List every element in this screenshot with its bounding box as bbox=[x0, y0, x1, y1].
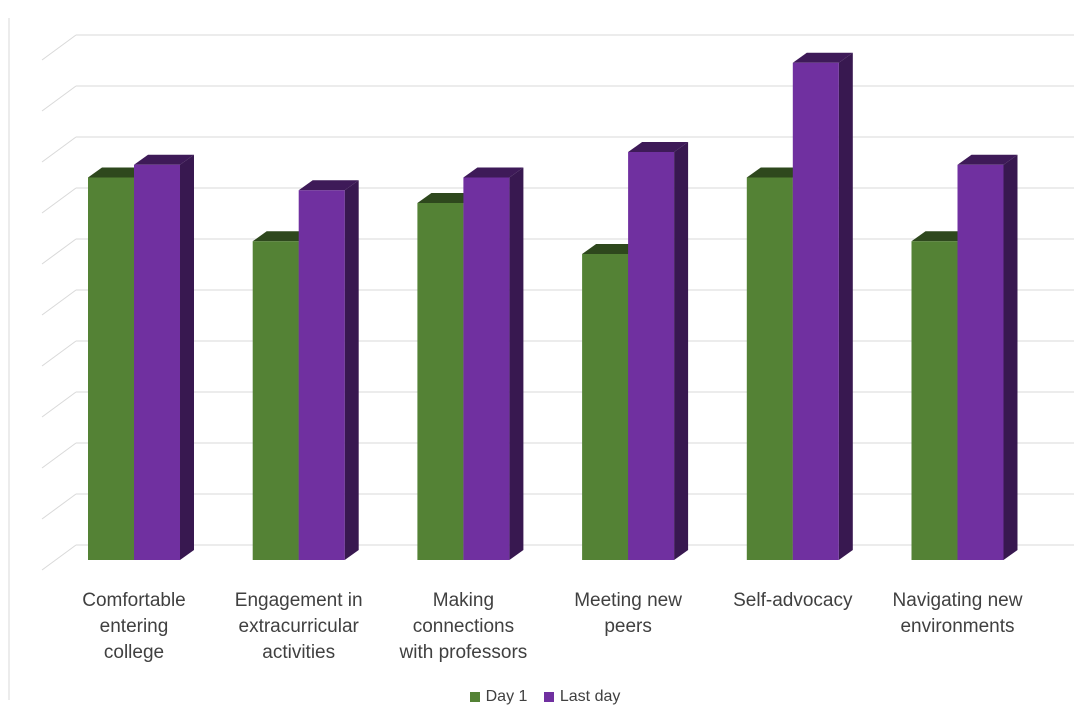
bar-side bbox=[180, 154, 194, 560]
bar bbox=[911, 241, 958, 560]
bar bbox=[957, 164, 1004, 560]
bar-side bbox=[838, 52, 853, 560]
gridline-slant bbox=[41, 442, 77, 469]
bar bbox=[746, 177, 793, 560]
category-label: Making connections with professors bbox=[399, 590, 528, 663]
bar-top bbox=[88, 167, 148, 178]
category-label: Engagement in extracurricular activities bbox=[234, 590, 363, 663]
bar bbox=[792, 62, 839, 560]
gridline-slant bbox=[41, 289, 77, 316]
category-label: Self-advocacy bbox=[733, 590, 853, 611]
gridline-slant bbox=[41, 34, 77, 61]
bar bbox=[417, 203, 464, 560]
legend-item-day1: Day 1 bbox=[469, 688, 528, 706]
legend: Day 1 Last day bbox=[0, 688, 1090, 707]
gridline-slant bbox=[41, 85, 77, 112]
gridline-slant bbox=[41, 340, 77, 367]
bar-top bbox=[911, 231, 972, 242]
gridline-slant bbox=[41, 187, 77, 214]
gridline-slant bbox=[41, 391, 77, 418]
bar-top bbox=[957, 154, 1018, 165]
gridline-slant bbox=[41, 136, 77, 163]
legend-label-day1: Day 1 bbox=[485, 688, 528, 705]
bar bbox=[252, 241, 299, 560]
bar-top bbox=[463, 167, 524, 178]
bar bbox=[134, 164, 180, 560]
category-label: Navigating new environments bbox=[892, 590, 1023, 637]
legend-label-last-day: Last day bbox=[559, 688, 621, 705]
bar-top bbox=[252, 231, 313, 242]
bar-top bbox=[417, 193, 478, 203]
gridline-slant bbox=[41, 238, 77, 265]
legend-swatch-day1 bbox=[469, 692, 480, 702]
bar-top bbox=[792, 52, 853, 63]
bar bbox=[628, 152, 675, 560]
category-label: Comfortable entering college bbox=[82, 590, 186, 663]
bar-top bbox=[298, 180, 359, 191]
gridline-slant bbox=[41, 544, 77, 571]
legend-item-last-day: Last day bbox=[543, 688, 621, 706]
bar-side bbox=[674, 142, 689, 560]
bar-side bbox=[1003, 154, 1018, 560]
bar-top bbox=[582, 244, 643, 254]
bar-side bbox=[344, 180, 359, 560]
bar-top bbox=[746, 167, 807, 178]
bar bbox=[298, 190, 345, 560]
bar bbox=[463, 177, 510, 560]
category-label: Meeting new peers bbox=[574, 590, 682, 637]
bar-side bbox=[509, 167, 524, 560]
bar-top bbox=[134, 154, 194, 165]
bar-top bbox=[628, 142, 689, 152]
bar bbox=[88, 177, 134, 560]
legend-swatch-last-day bbox=[543, 692, 554, 702]
bar bbox=[582, 254, 629, 560]
gridline-slant bbox=[41, 493, 77, 520]
